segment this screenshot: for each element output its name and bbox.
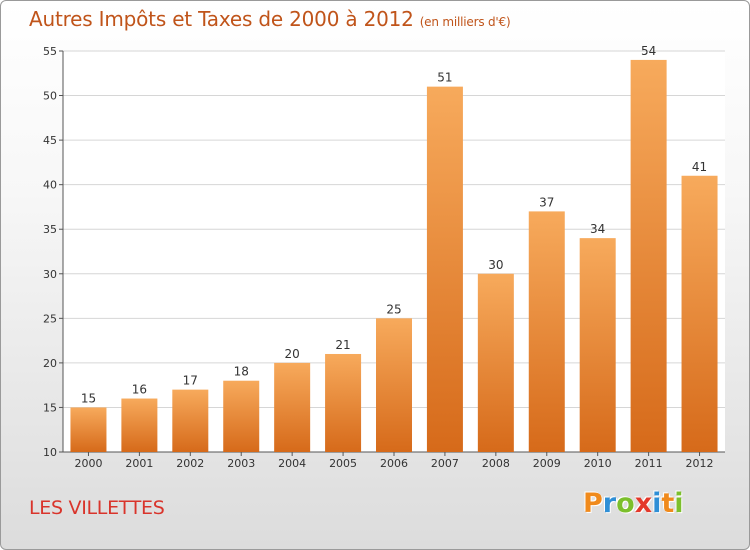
- data-label-2001: 16: [132, 383, 147, 397]
- bar-2012: [681, 175, 718, 452]
- bar-2005: [325, 353, 362, 452]
- x-tick-label-2009: 2009: [533, 457, 561, 470]
- data-label-2002: 17: [183, 374, 198, 388]
- x-tick-label-2002: 2002: [176, 457, 204, 470]
- logo-letter-2: o: [616, 488, 635, 519]
- data-label-2010: 34: [590, 222, 605, 236]
- bar-2010: [579, 238, 616, 452]
- data-label-2004: 20: [285, 347, 300, 361]
- bar-2008: [477, 273, 514, 452]
- data-label-2011: 54: [641, 44, 656, 58]
- y-tick-label-30: 30: [43, 268, 57, 281]
- x-tick-label-2001: 2001: [125, 457, 153, 470]
- chart-title: Autres Impôts et Taxes de 2000 à 2012 (en…: [29, 7, 511, 31]
- logo-letter-5: t: [661, 488, 675, 519]
- y-tick-label-40: 40: [43, 179, 57, 192]
- x-tick-label-2010: 2010: [584, 457, 612, 470]
- bar-2006: [376, 318, 412, 452]
- y-tick-label-20: 20: [43, 357, 57, 370]
- y-tick-label-55: 55: [43, 45, 57, 58]
- bar-2009: [528, 211, 565, 452]
- y-tick-label-45: 45: [43, 134, 57, 147]
- y-tick-label-15: 15: [43, 401, 57, 414]
- chart-subtitle: (en milliers d'€): [419, 15, 511, 29]
- bar-2002: [172, 389, 209, 452]
- logo-letter-4: i: [652, 488, 662, 519]
- proxiti-logo: Proxiti: [583, 488, 684, 519]
- logo-letter-0: P: [583, 488, 603, 519]
- x-tick-label-2007: 2007: [431, 457, 459, 470]
- bar-2011: [630, 59, 667, 453]
- bar-2003: [223, 380, 260, 452]
- x-tick-label-2005: 2005: [329, 457, 357, 470]
- bar-2000: [70, 407, 107, 452]
- data-label-2000: 15: [81, 391, 96, 405]
- data-label-2008: 30: [488, 258, 503, 272]
- x-tick-label-2012: 2012: [686, 457, 714, 470]
- data-label-2005: 21: [335, 338, 350, 352]
- data-label-2009: 37: [539, 195, 554, 209]
- data-label-2007: 51: [437, 71, 452, 85]
- data-label-2003: 18: [234, 365, 249, 379]
- logo-letter-6: i: [674, 488, 684, 519]
- logo-letter-3: x: [634, 488, 653, 519]
- y-tick-label-10: 10: [43, 446, 57, 459]
- x-tick-label-2000: 2000: [74, 457, 102, 470]
- x-tick-label-2011: 2011: [635, 457, 663, 470]
- y-tick-label-50: 50: [43, 90, 57, 103]
- bar-2007: [426, 86, 463, 453]
- x-tick-label-2008: 2008: [482, 457, 510, 470]
- y-tick-label-35: 35: [43, 223, 57, 236]
- chart-title-text: Autres Impôts et Taxes de 2000 à 2012: [29, 7, 414, 31]
- bar-2004: [274, 362, 311, 452]
- x-tick-label-2003: 2003: [227, 457, 255, 470]
- x-tick-label-2006: 2006: [380, 457, 408, 470]
- y-tick-label-25: 25: [43, 312, 57, 325]
- data-label-2006: 25: [386, 302, 401, 316]
- data-label-2012: 41: [692, 160, 707, 174]
- bar-2001: [121, 398, 158, 452]
- x-tick-label-2004: 2004: [278, 457, 306, 470]
- place-name: LES VILLETTES: [29, 497, 165, 519]
- logo-letter-1: r: [602, 488, 617, 519]
